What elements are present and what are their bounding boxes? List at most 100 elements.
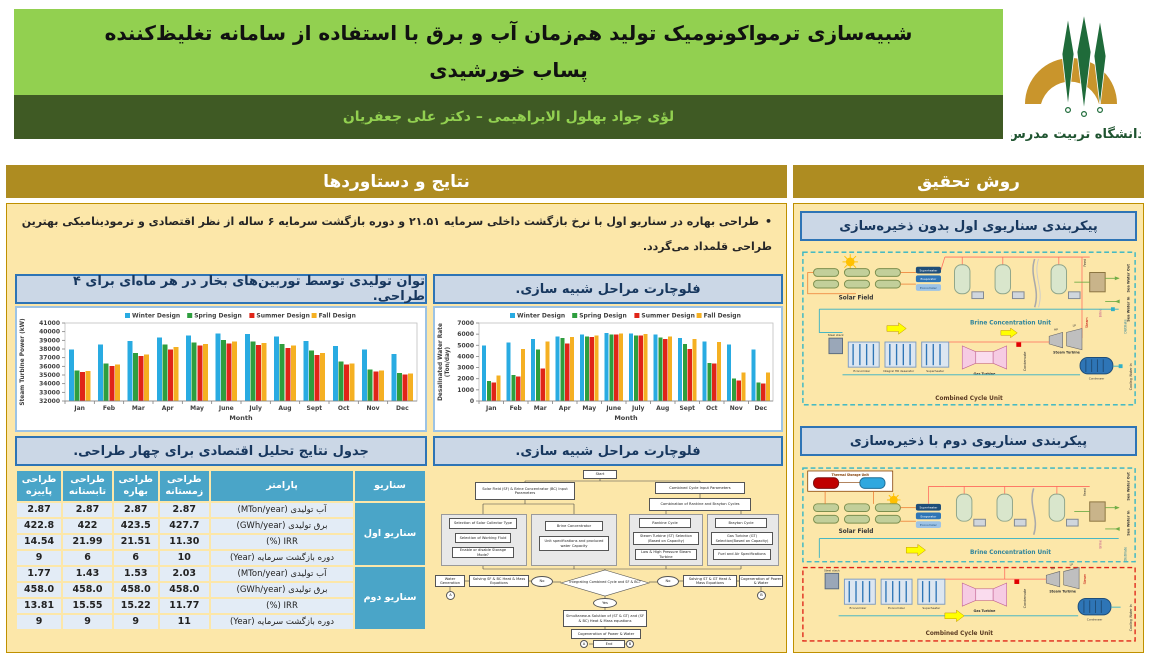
solar-collectors	[813, 268, 901, 289]
value-cell: 458.0	[159, 582, 209, 597]
svg-text:Cooling Water In: Cooling Water In	[1129, 604, 1133, 631]
svg-text:Steel stack: Steel stack	[828, 333, 844, 337]
flowchart-node: Gas Turbine (GT) Selection(Based on Capa…	[711, 532, 773, 545]
value-cell: 1.43	[63, 566, 112, 581]
param-cell: دوره بازگشت سرمایه (Year)	[211, 550, 353, 565]
value-cell: 11.77	[159, 598, 209, 613]
svg-text:Winter Design: Winter Design	[132, 313, 180, 320]
flowchart-node: No	[531, 576, 553, 587]
brine-evaporators-2	[955, 488, 1079, 535]
svg-text:Apr: Apr	[559, 405, 571, 412]
svg-text:LP: LP	[1073, 324, 1077, 328]
svg-text:June: June	[218, 405, 234, 412]
svg-text:Feb: Feb	[510, 405, 523, 412]
flowchart-node: Simultaneous Solution of (ST & GT) and (…	[563, 610, 647, 627]
flowchart-node: B	[626, 640, 634, 648]
combined-cycle-label: Combined Cycle Unit	[935, 396, 1003, 402]
scenario2-diagram: Thermal Storage Unit Solar Field Superhe…	[802, 467, 1136, 642]
key-finding-text: طراحی بهاره در سناریو اول با نرخ بازگشت …	[21, 215, 772, 254]
svg-text:Spring Design: Spring Design	[194, 313, 242, 320]
steam-piping-2	[928, 486, 1090, 504]
flowchart-node: Yes	[593, 598, 617, 608]
value-cell: 458.0	[113, 582, 158, 597]
svg-text:HP: HP	[1051, 566, 1055, 570]
svg-text:Mar: Mar	[132, 405, 145, 412]
flowchart-node: Rankine Cycle	[639, 518, 691, 528]
steel-stack: Steel stack	[828, 333, 844, 355]
value-cell: 2.87	[159, 502, 209, 517]
svg-text:Distillate: Distillate	[1123, 547, 1127, 561]
flowchart-node: Cogeneration of Power & Water	[739, 575, 783, 587]
svg-text:41000: 41000	[39, 320, 60, 327]
value-cell: 2.03	[159, 566, 209, 581]
svg-text:Nov: Nov	[730, 405, 743, 412]
svg-text:Fall Design: Fall Design	[704, 313, 741, 320]
svg-text:May: May	[190, 405, 204, 412]
svg-text:Evaporator: Evaporator	[920, 514, 937, 518]
flowchart-node: Integrating Combined Cycle and SF & BC?	[569, 580, 641, 585]
value-cell: 11	[159, 614, 209, 629]
steel-stack-2: Steel stack	[824, 568, 840, 590]
table-block: جدول نتایج تحلیل اقتصادی برای چهار طراحی…	[15, 436, 427, 631]
flowchart-node: Cogeneration of Power & Water	[571, 629, 641, 639]
logo-trees	[1061, 13, 1106, 117]
scenario-cell: سناریو اول	[355, 502, 425, 565]
table-row: برق تولیدی (GWh/year) 458.0 458.0 458.0 458.…	[17, 582, 425, 597]
svg-text:Month: Month	[614, 414, 638, 422]
econ-table: سناریو پارامتر طراحی زمستانه طراحی بهاره طرا…	[15, 469, 427, 631]
condensate-label: Condensate	[1023, 352, 1027, 372]
hrsg-blocks-2: Economizer Economizer Superheater	[843, 578, 946, 610]
svg-text:Condenser: Condenser	[1087, 618, 1103, 622]
chart2-box: 0 1000 2000 3000 4000 5000 6000 7000 Jan Feb Mar Ap…	[433, 306, 783, 432]
evaporator-label: Evaporator	[920, 277, 937, 281]
brine-unit-label: Brine Concentration Unit	[970, 321, 1051, 327]
svg-text:May: May	[582, 405, 596, 412]
poster-authors: لؤی جواد بهلول الابراهیمی – دکتر علی جعف…	[14, 95, 1003, 139]
table-row: IRR (%) 11.30 21.51 21.99 14.54	[17, 534, 425, 549]
svg-text:Steam Turbine: Steam Turbine	[1049, 590, 1076, 594]
brine-label: Brine	[1098, 309, 1102, 318]
steam-piping	[940, 256, 1090, 339]
thermal-storage-unit: Thermal Storage Unit	[807, 470, 894, 492]
seawater-hx	[1089, 272, 1106, 293]
feed-label: Feed	[1083, 259, 1087, 267]
svg-text:Mar: Mar	[534, 405, 547, 412]
param-cell: IRR (%)	[211, 534, 353, 549]
svg-text:Sea Water Out: Sea Water Out	[1126, 472, 1130, 501]
chart1-title: توان تولیدی توسط توربین‌های بخار در هر م…	[15, 274, 427, 304]
flowchart-node: Combined Cycle Input Parameters	[655, 482, 745, 494]
param-cell: IRR (%)	[211, 598, 353, 613]
value-cell: 2.87	[17, 502, 62, 517]
svg-text:34000: 34000	[39, 381, 60, 388]
svg-text:Fall Design: Fall Design	[319, 313, 356, 320]
poster-title: شبیه‌سازی ترمواکونومیک تولید هم‌زمان آب …	[14, 9, 1003, 95]
svg-text:Brine: Brine	[1098, 540, 1102, 549]
value-cell: 422	[63, 518, 112, 533]
chart1-box: 32000 33000 34000 35000 36000 37000 38000 39000…	[15, 306, 427, 432]
scenario1-title: پیکربندی سناریوی اول بدون ذخیره‌سازی	[800, 211, 1137, 241]
table-row: IRR (%) 11.77 15.22 15.55 13.81	[17, 598, 425, 613]
svg-text:Sea Water In: Sea Water In	[1126, 510, 1130, 536]
svg-text:38000: 38000	[39, 346, 60, 353]
svg-text:Oct: Oct	[338, 405, 350, 412]
brine-evaporators	[954, 258, 1081, 308]
steam-turbine: HP LP Steam Turbine	[1048, 324, 1083, 355]
value-cell: 9	[63, 614, 112, 629]
svg-text:Economizer: Economizer	[853, 369, 871, 373]
svg-text:LP: LP	[1070, 563, 1074, 567]
condensate-lines	[842, 364, 1123, 376]
bullet-dot-icon: •	[764, 215, 772, 228]
econ-col-header: طراحی بهاره	[113, 471, 158, 501]
svg-text:5000: 5000	[457, 342, 474, 349]
flowchart-node: A	[580, 640, 588, 648]
svg-text:Superheater: Superheater	[926, 369, 945, 373]
desalinated-water-chart: 0 1000 2000 3000 4000 5000 6000 7000 Jan Feb Mar Ap…	[438, 313, 774, 422]
value-cell: 15.55	[63, 598, 112, 613]
steam-label: Steam	[1085, 317, 1089, 328]
method-panel: پیکربندی سناریوی اول بدون ذخیره‌سازی Sol…	[793, 203, 1144, 653]
flowchart-node: End	[593, 640, 625, 648]
svg-text:Condensate: Condensate	[1023, 589, 1027, 609]
svg-text:Steam: Steam	[1083, 574, 1087, 585]
value-cell: 1.53	[113, 566, 158, 581]
value-cell: 458.0	[63, 582, 112, 597]
